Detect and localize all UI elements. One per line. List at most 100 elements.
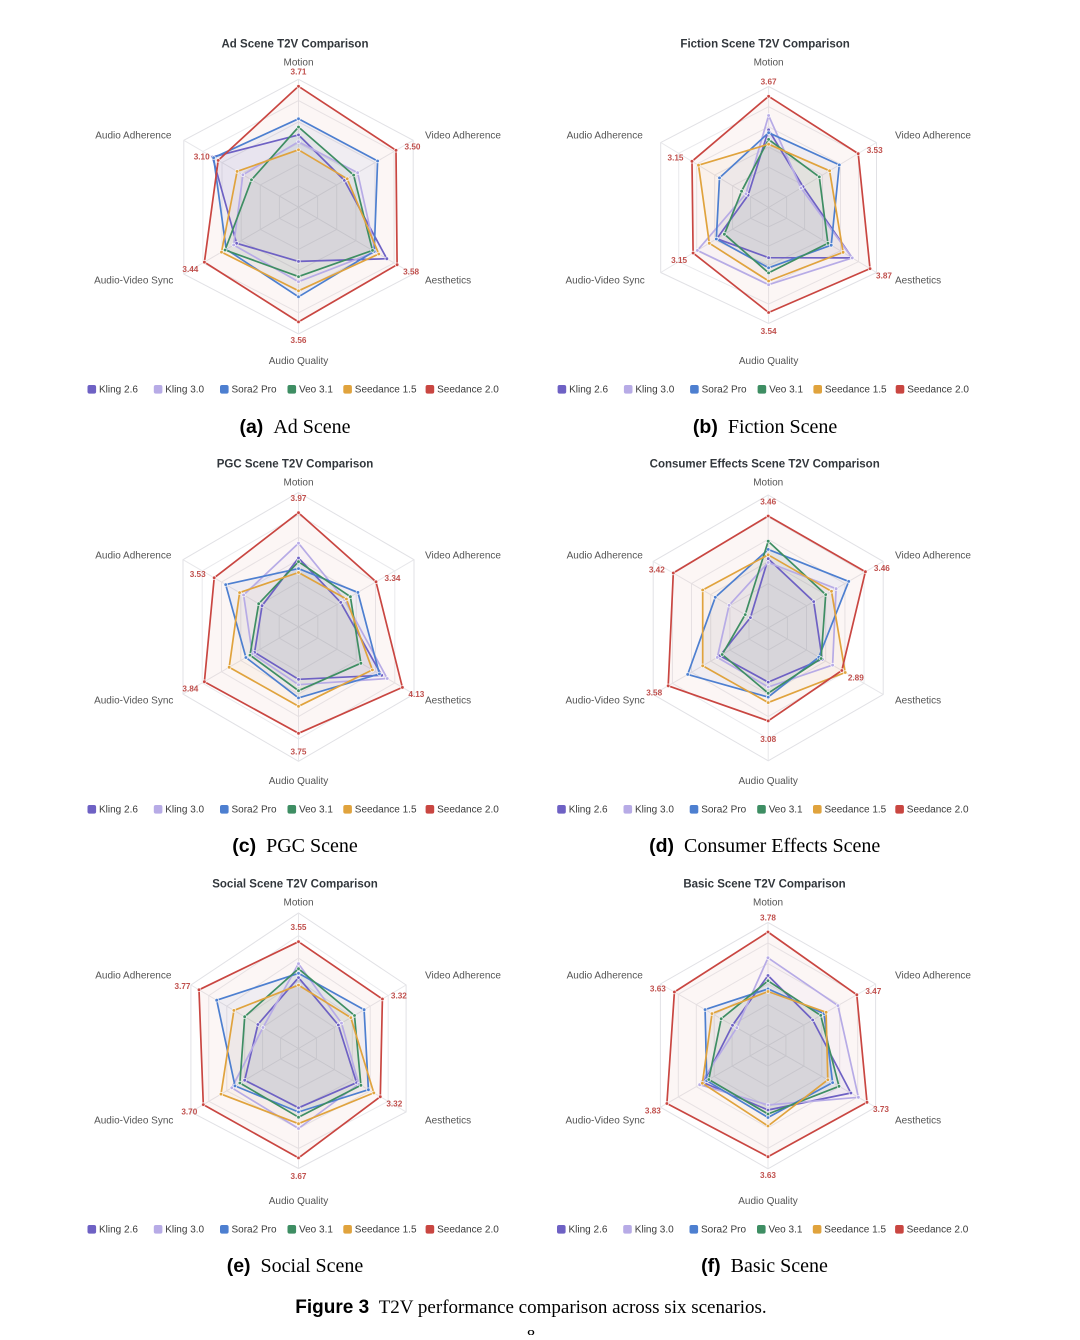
svg-text:Kling 3.0: Kling 3.0 — [165, 805, 204, 816]
svg-text:3.58: 3.58 — [646, 689, 662, 698]
svg-text:Kling 2.6: Kling 2.6 — [569, 1225, 608, 1236]
svg-text:Audio-Video Sync: Audio-Video Sync — [94, 695, 173, 706]
svg-text:Audio Adherence: Audio Adherence — [567, 550, 644, 561]
svg-text:Aesthetics: Aesthetics — [895, 275, 941, 286]
svg-text:Aesthetics: Aesthetics — [895, 695, 941, 706]
svg-text:Video Adherence: Video Adherence — [895, 130, 971, 141]
svg-text:Audio Adherence: Audio Adherence — [95, 550, 172, 561]
svg-text:(b) Fiction Scene: (b) Fiction Scene — [693, 416, 837, 438]
svg-text:(f) Basic Scene: (f) Basic Scene — [701, 1255, 828, 1277]
svg-text:3.46: 3.46 — [760, 497, 776, 506]
svg-text:(d) Consumer Effects Scene: (d) Consumer Effects Scene — [649, 835, 880, 857]
svg-text:Fiction Scene T2V Comparison: Fiction Scene T2V Comparison — [680, 39, 849, 51]
svg-text:3.78: 3.78 — [760, 913, 776, 922]
svg-text:Seedance 2.0: Seedance 2.0 — [437, 1225, 499, 1236]
svg-text:Seedance 1.5: Seedance 1.5 — [355, 1225, 417, 1236]
svg-text:Audio-Video Sync: Audio-Video Sync — [94, 1115, 173, 1126]
svg-text:3.84: 3.84 — [182, 685, 198, 694]
svg-text:Veo 3.1: Veo 3.1 — [299, 1225, 333, 1236]
svg-text:Seedance 2.0: Seedance 2.0 — [907, 1225, 969, 1236]
svg-text:(e) Social Scene: (e) Social Scene — [227, 1255, 364, 1277]
svg-text:Motion: Motion — [283, 477, 313, 488]
svg-text:Veo 3.1: Veo 3.1 — [769, 805, 803, 816]
svg-text:Video Adherence: Video Adherence — [895, 550, 971, 561]
svg-text:Motion: Motion — [754, 57, 784, 68]
svg-text:Video Adherence: Video Adherence — [895, 970, 971, 981]
svg-text:PGC Scene T2V Comparison: PGC Scene T2V Comparison — [217, 459, 374, 471]
svg-text:Audio Adherence: Audio Adherence — [567, 130, 644, 141]
svg-text:3.63: 3.63 — [650, 984, 666, 993]
svg-text:3.15: 3.15 — [668, 154, 684, 163]
svg-text:Sora2 Pro: Sora2 Pro — [232, 1225, 277, 1236]
svg-text:Motion: Motion — [753, 897, 783, 908]
svg-text:Basic Scene T2V Comparison: Basic Scene T2V Comparison — [683, 879, 845, 891]
svg-text:Kling 3.0: Kling 3.0 — [165, 385, 204, 396]
svg-text:3.67: 3.67 — [291, 1172, 307, 1181]
svg-text:Motion: Motion — [753, 477, 783, 488]
svg-text:Veo 3.1: Veo 3.1 — [299, 385, 333, 396]
svg-text:Kling 2.6: Kling 2.6 — [99, 805, 138, 816]
svg-text:Audio-Video Sync: Audio-Video Sync — [565, 275, 644, 286]
svg-text:Sora2 Pro: Sora2 Pro — [232, 385, 277, 396]
svg-text:3.10: 3.10 — [194, 153, 210, 162]
svg-text:Audio Quality: Audio Quality — [739, 356, 798, 367]
svg-text:(a) Ad Scene: (a) Ad Scene — [239, 416, 350, 438]
svg-text:Sora2 Pro: Sora2 Pro — [701, 1225, 746, 1236]
svg-text:Audio Adherence: Audio Adherence — [567, 970, 644, 981]
svg-text:Audio Quality: Audio Quality — [269, 776, 328, 787]
svg-text:3.53: 3.53 — [190, 570, 206, 579]
svg-text:3.63: 3.63 — [760, 1171, 776, 1180]
svg-text:Seedance 1.5: Seedance 1.5 — [825, 385, 887, 396]
svg-text:3.55: 3.55 — [291, 923, 307, 932]
svg-text:Motion: Motion — [283, 897, 313, 908]
svg-text:Video Adherence: Video Adherence — [425, 970, 501, 981]
svg-text:3.53: 3.53 — [867, 146, 883, 155]
svg-text:Sora2 Pro: Sora2 Pro — [232, 805, 277, 816]
svg-text:3.54: 3.54 — [761, 327, 777, 336]
svg-text:3.56: 3.56 — [291, 336, 307, 345]
svg-text:Figure 3 T2V performance compa: Figure 3 T2V performance comparison acro… — [295, 1297, 766, 1318]
svg-text:Seedance 2.0: Seedance 2.0 — [907, 385, 969, 396]
svg-text:(c) PGC Scene: (c) PGC Scene — [232, 835, 358, 857]
svg-text:3.34: 3.34 — [385, 574, 401, 583]
svg-text:Audio Quality: Audio Quality — [269, 356, 328, 367]
svg-text:Audio-Video Sync: Audio-Video Sync — [565, 1115, 644, 1126]
svg-text:Kling 3.0: Kling 3.0 — [635, 805, 674, 816]
svg-text:3.50: 3.50 — [405, 143, 421, 152]
svg-text:Motion: Motion — [283, 57, 313, 68]
svg-text:Audio Adherence: Audio Adherence — [95, 970, 172, 981]
svg-text:Aesthetics: Aesthetics — [425, 695, 471, 706]
svg-text:3.32: 3.32 — [391, 991, 407, 1000]
svg-text:Seedance 1.5: Seedance 1.5 — [824, 1225, 886, 1236]
svg-text:Kling 2.6: Kling 2.6 — [99, 385, 138, 396]
svg-text:3.75: 3.75 — [291, 748, 307, 757]
svg-text:Veo 3.1: Veo 3.1 — [769, 385, 803, 396]
svg-text:Audio Adherence: Audio Adherence — [95, 130, 172, 141]
svg-text:3.73: 3.73 — [873, 1105, 889, 1114]
svg-text:Kling 2.6: Kling 2.6 — [569, 805, 608, 816]
svg-text:Audio Quality: Audio Quality — [738, 1196, 797, 1207]
svg-text:3.70: 3.70 — [181, 1107, 197, 1116]
svg-text:Aesthetics: Aesthetics — [425, 275, 471, 286]
svg-text:3.44: 3.44 — [182, 265, 198, 274]
svg-text:Aesthetics: Aesthetics — [425, 1115, 471, 1126]
svg-text:4.13: 4.13 — [408, 690, 424, 699]
svg-text:Aesthetics: Aesthetics — [895, 1115, 941, 1126]
svg-text:3.47: 3.47 — [865, 987, 881, 996]
svg-text:3.58: 3.58 — [403, 268, 419, 277]
svg-text:Seedance 2.0: Seedance 2.0 — [437, 385, 499, 396]
svg-text:Audio Quality: Audio Quality — [269, 1196, 328, 1207]
svg-text:Audio Quality: Audio Quality — [738, 776, 797, 787]
svg-text:Consumer Effects Scene T2V Com: Consumer Effects Scene T2V Comparison — [650, 459, 880, 471]
svg-text:Veo 3.1: Veo 3.1 — [769, 1225, 803, 1236]
svg-text:Kling 2.6: Kling 2.6 — [99, 1225, 138, 1236]
svg-text:Ad Scene T2V Comparison: Ad Scene T2V Comparison — [222, 39, 369, 51]
svg-text:Video Adherence: Video Adherence — [425, 550, 501, 561]
svg-text:3.77: 3.77 — [175, 982, 191, 991]
svg-text:Audio-Video Sync: Audio-Video Sync — [94, 275, 173, 286]
svg-text:3.97: 3.97 — [291, 494, 307, 503]
svg-text:3.08: 3.08 — [760, 735, 776, 744]
svg-text:Seedance 1.5: Seedance 1.5 — [825, 805, 887, 816]
svg-text:Sora2 Pro: Sora2 Pro — [702, 385, 747, 396]
svg-text:3.67: 3.67 — [761, 78, 777, 87]
